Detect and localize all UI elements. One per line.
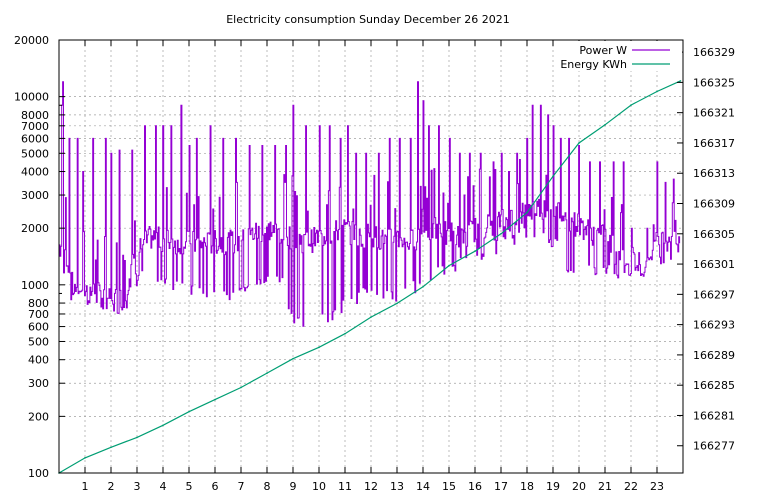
left-tick-label: 4000 bbox=[21, 166, 49, 179]
left-tick-label: 300 bbox=[28, 377, 49, 390]
energy-point bbox=[136, 436, 138, 439]
left-tick-label: 200 bbox=[28, 410, 49, 423]
right-axis: 166277 166281 166285 166289 166293 166297 1663… bbox=[677, 46, 735, 453]
energy-series bbox=[58, 80, 682, 474]
left-tick-label: 8000 bbox=[21, 109, 49, 122]
left-tick-label: 3000 bbox=[21, 189, 49, 202]
left-tick-label: 2000 bbox=[21, 222, 49, 235]
x-tick-label: 19 bbox=[546, 480, 560, 493]
x-axis: 1 2 3 4 5 6 7 8 9 10 11 12 13 14 15 16 17 18 19 20 21 22 23 bbox=[82, 40, 664, 493]
legend-power-label: Power W bbox=[579, 44, 627, 57]
x-tick-label: 13 bbox=[390, 480, 404, 493]
energy-point bbox=[630, 104, 632, 106]
x-tick-label: 5 bbox=[186, 480, 193, 493]
power-line bbox=[58, 81, 681, 327]
left-tick-label: 5000 bbox=[21, 147, 49, 160]
left-tick-label: 500 bbox=[28, 335, 49, 348]
x-tick-label: 12 bbox=[364, 480, 378, 493]
legend: Power W Energy KWh bbox=[555, 41, 682, 71]
right-tick-label: 166289 bbox=[693, 349, 735, 362]
left-tick-label: 100 bbox=[28, 467, 49, 480]
x-tick-label: 4 bbox=[160, 480, 167, 493]
right-tick-label: 166285 bbox=[693, 379, 735, 392]
energy-line bbox=[58, 80, 681, 474]
energy-point bbox=[162, 424, 164, 427]
right-tick-label: 166297 bbox=[693, 288, 735, 301]
x-tick-label: 7 bbox=[238, 480, 245, 493]
x-tick-label: 2 bbox=[108, 480, 115, 493]
energy-point bbox=[422, 285, 424, 288]
energy-point bbox=[396, 302, 398, 305]
x-tick-label: 17 bbox=[494, 480, 508, 493]
right-tick-label: 166309 bbox=[693, 198, 735, 211]
power-series bbox=[58, 81, 681, 327]
energy-point bbox=[344, 332, 346, 335]
energy-point bbox=[84, 457, 86, 459]
left-tick-label: 700 bbox=[28, 308, 49, 321]
left-tick-label: 600 bbox=[28, 321, 49, 334]
x-tick-label: 16 bbox=[468, 480, 482, 493]
x-tick-label: 6 bbox=[212, 480, 219, 493]
legend-energy-label: Energy KWh bbox=[560, 58, 627, 71]
chart-title: Electricity consumption Sunday December … bbox=[226, 13, 510, 26]
left-tick-label: 6000 bbox=[21, 132, 49, 145]
x-tick-label: 18 bbox=[520, 480, 534, 493]
right-tick-label: 166329 bbox=[693, 46, 735, 59]
x-tick-label: 20 bbox=[572, 480, 586, 493]
energy-point bbox=[240, 386, 242, 389]
energy-point bbox=[110, 446, 112, 449]
x-tick-label: 22 bbox=[624, 480, 638, 493]
right-tick-label: 166317 bbox=[693, 137, 735, 150]
x-tick-label: 9 bbox=[290, 480, 297, 493]
energy-point bbox=[266, 372, 268, 374]
x-tick-label: 11 bbox=[338, 480, 352, 493]
energy-point bbox=[656, 90, 658, 93]
energy-point bbox=[474, 250, 476, 253]
x-tick-label: 8 bbox=[264, 480, 271, 493]
left-tick-label: 1000 bbox=[21, 279, 49, 292]
right-tick-label: 166293 bbox=[693, 319, 735, 332]
energy-point bbox=[370, 316, 372, 318]
energy-point bbox=[292, 357, 294, 360]
energy-point bbox=[448, 264, 450, 267]
x-tick-label: 3 bbox=[134, 480, 141, 493]
energy-point bbox=[578, 142, 580, 144]
x-tick-label: 14 bbox=[416, 480, 430, 493]
x-tick-label: 1 bbox=[82, 480, 89, 493]
right-tick-label: 166305 bbox=[693, 228, 735, 241]
left-tick-label: 10000 bbox=[14, 91, 49, 104]
energy-point bbox=[318, 346, 320, 349]
energy-point bbox=[500, 232, 502, 235]
right-tick-label: 166277 bbox=[693, 440, 735, 453]
x-tick-label: 21 bbox=[598, 480, 612, 493]
legend-box bbox=[555, 41, 682, 71]
right-tick-label: 166325 bbox=[693, 76, 735, 89]
right-tick-label: 166321 bbox=[693, 107, 735, 120]
energy-point bbox=[552, 175, 554, 178]
left-tick-label: 7000 bbox=[21, 120, 49, 133]
x-tick-label: 23 bbox=[650, 480, 664, 493]
energy-point bbox=[679, 80, 682, 82]
left-tick-label: 20000 bbox=[14, 34, 49, 47]
energy-point bbox=[188, 410, 190, 413]
energy-point bbox=[604, 123, 606, 126]
x-tick-label: 10 bbox=[312, 480, 326, 493]
grid bbox=[59, 40, 683, 473]
right-tick-label: 166301 bbox=[693, 258, 735, 271]
left-tick-label: 800 bbox=[28, 297, 49, 310]
right-tick-label: 166313 bbox=[693, 167, 735, 180]
x-tick-label: 15 bbox=[442, 480, 456, 493]
energy-point bbox=[526, 211, 528, 214]
right-tick-label: 166281 bbox=[693, 409, 735, 422]
energy-point bbox=[214, 398, 216, 401]
left-tick-label: 400 bbox=[28, 354, 49, 367]
